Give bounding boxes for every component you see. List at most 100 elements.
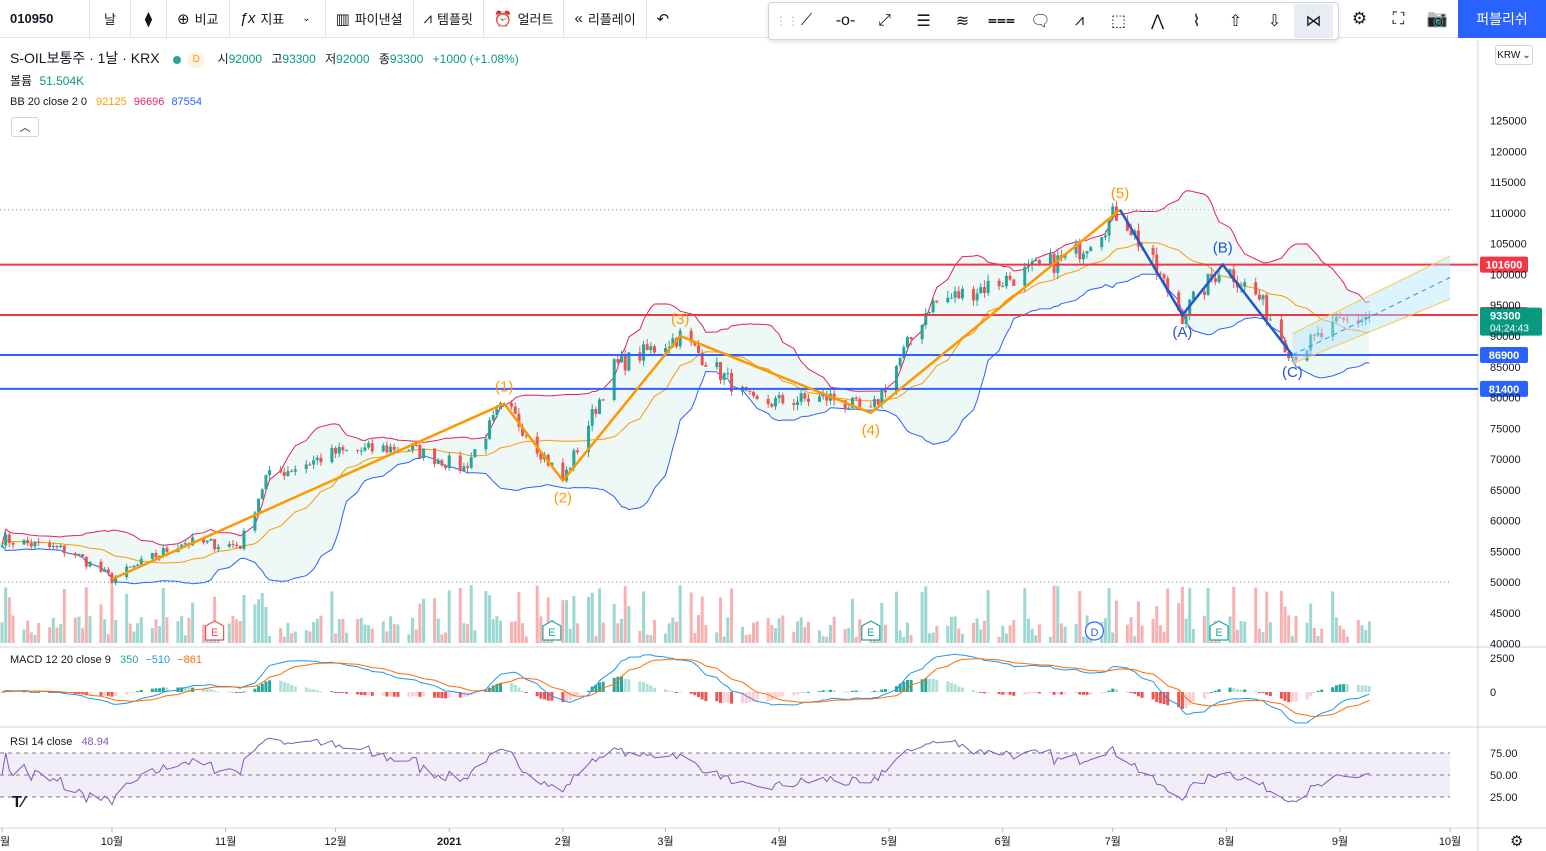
volume-bar xyxy=(1188,587,1192,643)
trend-line-icon: ⟋ xyxy=(800,12,813,29)
price-tick-label: 100000 xyxy=(1490,269,1527,281)
candle-body xyxy=(128,566,132,568)
macd-hist-bar xyxy=(418,692,422,697)
macd-hist-bar xyxy=(1162,692,1166,705)
elliott-correction-tool[interactable]: ⋀ xyxy=(1138,4,1177,38)
candle-body xyxy=(381,445,385,452)
volume-bar xyxy=(565,600,569,643)
candle-body xyxy=(282,472,286,476)
wave-label: (4) xyxy=(862,422,880,439)
replay-button[interactable]: « 리플레이 xyxy=(564,0,647,38)
volume-bar xyxy=(524,636,528,643)
candle-body xyxy=(799,393,803,402)
arrow-down-icon: ⇩ xyxy=(1267,13,1282,30)
interval-label: 날 xyxy=(104,12,116,27)
candle-body xyxy=(235,544,239,547)
volume-bar xyxy=(458,587,462,643)
interval-button[interactable]: 날 xyxy=(90,0,131,38)
financials-label: 파이낸셜 xyxy=(354,12,403,27)
candle-body xyxy=(257,498,261,513)
templates-button[interactable]: ⩘ 템플릿 xyxy=(414,0,484,38)
tradingview-logo[interactable]: T⁄ xyxy=(12,794,25,811)
volume-bar xyxy=(513,621,517,643)
replay-label: 리플레이 xyxy=(587,12,636,27)
volume-bar xyxy=(264,606,268,643)
ray-tool[interactable]: ⤢ xyxy=(865,4,904,38)
candle-body xyxy=(436,460,440,464)
macd-hist-bar xyxy=(1235,689,1239,692)
arrow-up-tool[interactable]: ⇧ xyxy=(1216,4,1255,38)
arrow-down-tool[interactable]: ⇩ xyxy=(1255,4,1294,38)
volume-bar xyxy=(235,619,239,643)
settings-button[interactable]: ⚙ xyxy=(1340,0,1379,38)
symbol-title[interactable]: S-OIL보통주 · 1날 · KRX xyxy=(10,50,160,66)
volume-bar xyxy=(806,621,810,643)
currency-selector[interactable]: KRW ⌄ xyxy=(1495,45,1533,65)
regression-channel[interactable] xyxy=(1292,255,1451,365)
candle-body xyxy=(1232,269,1236,283)
fib-retracement-tool[interactable]: ≋ xyxy=(943,4,982,38)
macd-line-value: −510 xyxy=(145,654,171,666)
volume-bar xyxy=(337,619,341,643)
candle-body xyxy=(312,460,316,465)
indicators-button[interactable]: ƒx 지표 ⌄ xyxy=(230,0,326,38)
volume-bar xyxy=(180,616,184,643)
candle-body xyxy=(315,457,319,461)
volume-bar xyxy=(781,615,785,643)
arrow-up-icon: ⇧ xyxy=(1228,13,1243,30)
publish-button[interactable]: 퍼블리쉬 xyxy=(1458,0,1546,38)
candle-body xyxy=(587,425,591,453)
candle-body xyxy=(37,541,41,543)
horizontal-levels[interactable]: 1016009340086900814009330004:24:43 xyxy=(0,256,1542,397)
candle-body xyxy=(971,288,975,301)
macd-hist-bar xyxy=(697,692,701,697)
volume-bar xyxy=(898,630,902,643)
rectangle-tool[interactable]: ⬚ xyxy=(1099,4,1138,38)
macd-hist-bar xyxy=(436,692,440,698)
compare-button[interactable]: ⊕ 비교 xyxy=(167,0,230,38)
fullscreen-button[interactable]: ⛶ xyxy=(1379,0,1418,38)
candle-body xyxy=(180,544,184,549)
chart-type-button[interactable]: ⧫ xyxy=(131,0,167,38)
undo-icon: ↶ xyxy=(656,10,670,28)
screenshot-button[interactable]: 📷 xyxy=(1418,0,1457,38)
symbol-search[interactable]: 010950 xyxy=(0,0,90,38)
macd-hist-bar xyxy=(1202,692,1206,699)
trend-line-tool[interactable]: ⟋ xyxy=(787,4,826,38)
candle-body xyxy=(931,300,935,313)
volume-bar xyxy=(1048,636,1052,643)
horizontal-ray-tool[interactable]: -o- xyxy=(826,4,865,38)
drag-handle-icon[interactable]: ⋮⋮ xyxy=(775,14,799,28)
candle-body xyxy=(202,537,206,543)
macd-hist-bar xyxy=(880,689,884,692)
volume-bar xyxy=(960,633,964,643)
candle-body xyxy=(268,470,272,476)
xabcd-pattern-tool[interactable]: ⋈ xyxy=(1294,4,1333,38)
volume-bar xyxy=(22,629,26,643)
macd-hist-bar xyxy=(755,692,759,702)
collapse-legend-button[interactable]: ︿ xyxy=(11,117,39,137)
undo-button[interactable]: ↶ xyxy=(647,0,685,38)
financials-button[interactable]: ▥ 파이낸셜 xyxy=(326,0,414,38)
callout-tool[interactable]: 🗨 xyxy=(1021,4,1060,38)
elliott-waves[interactable]: (1) (2) (3) (4) (5) (A) (B) (C) xyxy=(111,185,1303,581)
macd-hist-bar xyxy=(1078,692,1082,695)
volume-bar xyxy=(722,636,726,643)
macd-hist-bar xyxy=(330,691,334,693)
parallel-channel-tool[interactable]: ☰ xyxy=(904,4,943,38)
candle-body xyxy=(495,408,499,415)
macd-hist-bar xyxy=(253,688,257,692)
elliott-impulse-tool[interactable]: ⩘ xyxy=(1060,4,1099,38)
alert-button[interactable]: ⏰ 얼러트 xyxy=(484,0,565,38)
path-tool[interactable]: ⌇ xyxy=(1177,4,1216,38)
macd-hist-bar xyxy=(216,691,220,693)
macd-hist-bar xyxy=(543,692,547,700)
volume-bar xyxy=(150,628,154,643)
candle-body xyxy=(1191,291,1195,300)
candle-body xyxy=(367,443,371,448)
volume-bar xyxy=(1133,636,1137,643)
chart-canvas[interactable]: 1016009340086900814009330004:24:43 (1)(2… xyxy=(0,38,1546,851)
fib-fan-tool[interactable]: ⩶ xyxy=(982,4,1021,38)
volume-bar xyxy=(671,617,675,643)
